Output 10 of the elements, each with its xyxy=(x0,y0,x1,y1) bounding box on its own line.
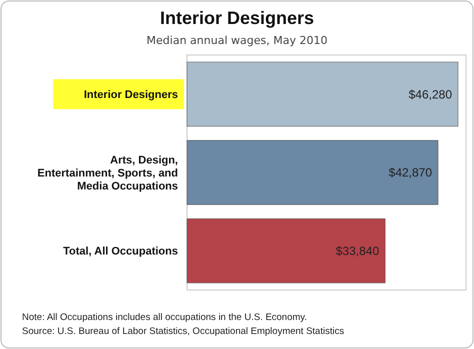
data-label: $46,280 xyxy=(408,87,452,102)
chart-subtitle: Median annual wages, May 2010 xyxy=(146,34,328,47)
chart-title: Interior Designers xyxy=(160,8,314,28)
y-tick-label: Total, All Occupations xyxy=(63,246,178,258)
text: Note: All Occupations includes all occupations in the U.S. Economy. xyxy=(22,312,307,323)
source-note: Source: U.S. Bureau of Labor Statistics, Occupational Employment Statistics xyxy=(22,326,344,337)
data-label: $33,840 xyxy=(336,244,380,258)
y-tick-label: Arts, Design, Entertainment, Sports, and Media Occupations xyxy=(37,154,178,192)
data-label: $42,870 xyxy=(388,166,432,180)
y-tick-label: Interior Designers xyxy=(84,89,178,102)
